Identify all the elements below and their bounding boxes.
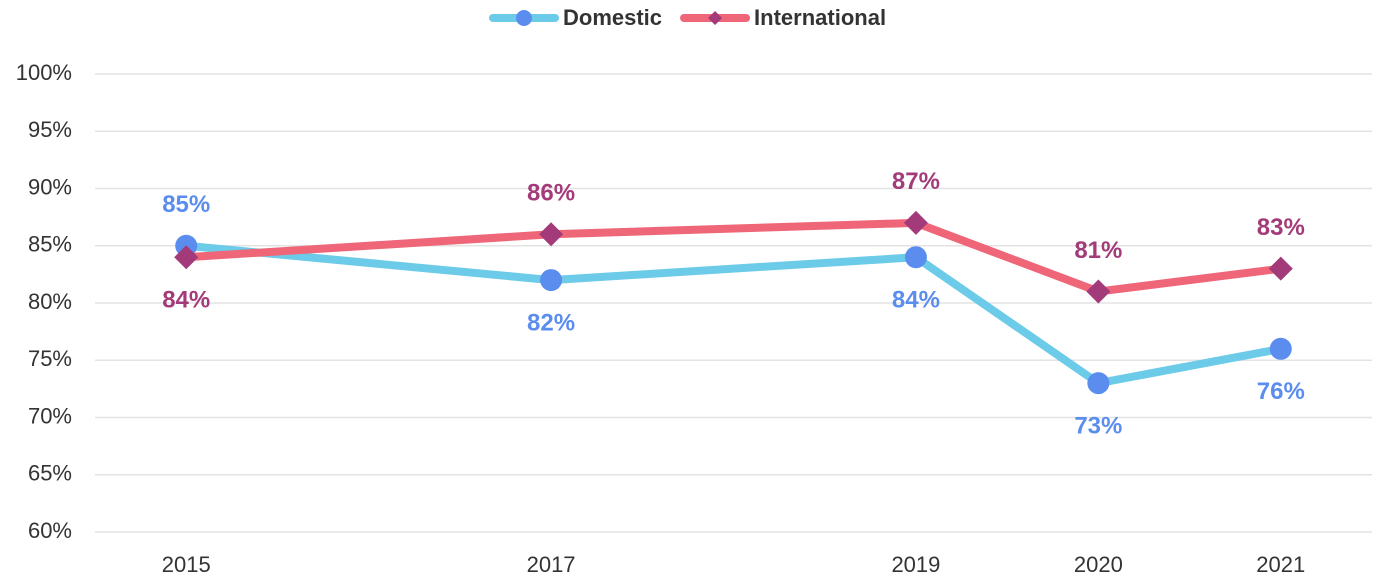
- legend-label: Domestic: [563, 5, 662, 30]
- y-tick-label: 95%: [28, 117, 72, 142]
- marker: [174, 245, 199, 270]
- marker: [540, 269, 563, 292]
- data-label: 73%: [1074, 412, 1122, 439]
- y-tick-label: 70%: [28, 403, 72, 428]
- data-label: 82%: [527, 309, 575, 336]
- data-label: 85%: [162, 191, 210, 218]
- marker: [903, 210, 928, 235]
- x-tick-label: 2019: [891, 552, 940, 577]
- y-tick-label: 80%: [28, 289, 72, 314]
- marker: [904, 246, 927, 269]
- data-label: 83%: [1257, 214, 1305, 241]
- x-tick-label: 2021: [1256, 552, 1305, 577]
- marker: [1268, 256, 1293, 281]
- y-tick-label: 60%: [28, 518, 72, 543]
- y-tick-label: 90%: [28, 174, 72, 199]
- y-tick-label: 85%: [28, 232, 72, 257]
- legend-label: International: [754, 5, 886, 30]
- data-label: 84%: [162, 287, 210, 314]
- data-label: 81%: [1074, 237, 1122, 264]
- y-tick-label: 75%: [28, 346, 72, 371]
- marker: [539, 222, 564, 247]
- marker: [1086, 279, 1111, 304]
- series-line: [185, 241, 1282, 388]
- data-label: 76%: [1257, 378, 1305, 405]
- x-tick-label: 2020: [1074, 552, 1123, 577]
- marker: [1269, 337, 1292, 360]
- y-tick-label: 100%: [16, 60, 72, 85]
- data-label: 87%: [892, 168, 940, 195]
- legend-marker: [708, 11, 723, 25]
- data-label: 86%: [527, 180, 575, 207]
- legend-marker: [516, 10, 532, 26]
- data-label: 84%: [892, 287, 940, 314]
- y-tick-label: 65%: [28, 461, 72, 486]
- x-tick-label: 2015: [162, 552, 211, 577]
- x-tick-label: 2017: [527, 552, 576, 577]
- marker: [1087, 372, 1110, 395]
